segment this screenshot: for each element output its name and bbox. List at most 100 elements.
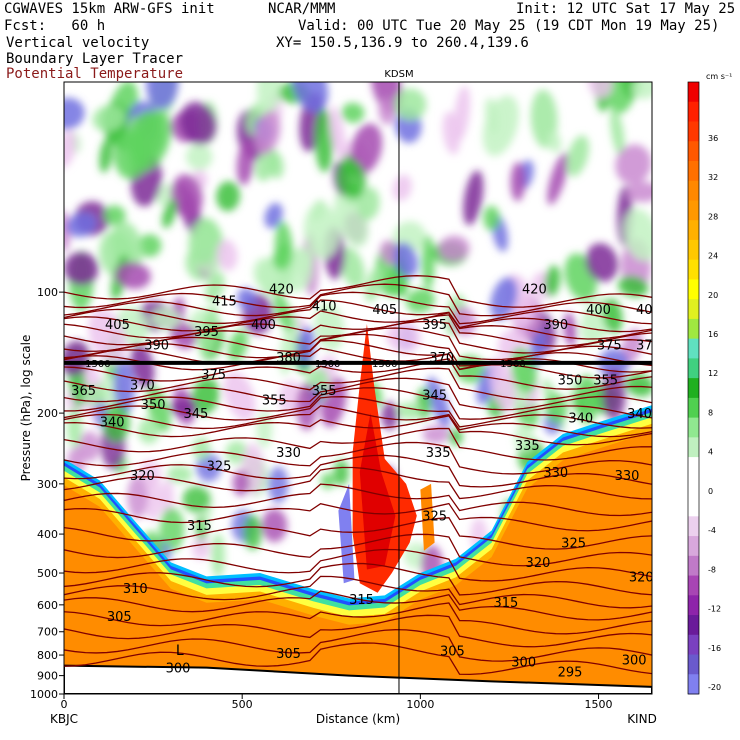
velocity-blob xyxy=(615,144,652,185)
xy-coords: XY= 150.5,136.9 to 260.4,139.6 xyxy=(276,35,529,51)
theta-label: 295 xyxy=(558,666,583,681)
colorbar-label: 16 xyxy=(708,330,718,339)
velocity-blob xyxy=(273,244,293,271)
velocity-blob xyxy=(547,131,562,153)
theta-label: 325 xyxy=(422,510,447,525)
theta-line xyxy=(64,339,652,373)
velocity-blob xyxy=(339,247,365,289)
field-bl-tracer: Boundary Layer Tracer xyxy=(6,51,184,67)
theta-label: 375 xyxy=(201,368,226,383)
velocity-blob xyxy=(261,508,288,543)
colorbar-swatch xyxy=(688,615,699,636)
velocity-blob xyxy=(268,466,289,504)
y-tick-label: 400 xyxy=(37,528,58,541)
velocity-blob xyxy=(394,88,427,121)
velocity-blob xyxy=(336,159,367,199)
velocity-blob xyxy=(223,371,256,421)
velocity-blob xyxy=(66,212,97,238)
theta-line xyxy=(64,602,652,635)
velocity-blob xyxy=(320,472,335,490)
theta-label: 400 xyxy=(251,318,276,333)
velocity-blob xyxy=(623,208,652,262)
colorbar-swatch xyxy=(688,555,699,577)
theta-line xyxy=(64,533,652,567)
theta-label: 375 xyxy=(636,339,661,354)
velocity-blob xyxy=(228,329,248,363)
velocity-blob xyxy=(329,105,346,162)
colorbar-label: -4 xyxy=(708,526,716,535)
colorbar-swatch xyxy=(688,378,699,399)
velocity-blob xyxy=(279,314,300,375)
colorbar-swatch xyxy=(688,595,699,616)
mid-station-label: KDSM xyxy=(384,69,413,80)
colorbar-swatch xyxy=(688,299,699,320)
colorbar-label: -16 xyxy=(708,644,721,653)
theta-line xyxy=(64,377,652,411)
tropopause-label: 1500 xyxy=(85,359,110,370)
x-axis-label: Distance (km) xyxy=(316,712,400,726)
theta-label: 305 xyxy=(440,645,465,660)
theta-line xyxy=(64,275,652,308)
theta-line xyxy=(64,575,652,609)
theta-label: 380 xyxy=(276,351,301,366)
colorbar-swatch xyxy=(688,457,699,478)
theta-line xyxy=(64,310,652,340)
field-potential-temperature: Potential Temperature xyxy=(6,66,184,82)
valid-time: Valid: 00 UTC Tue 20 May 25 (19 CDT Mon … xyxy=(298,18,720,34)
field-vertical-velocity: Vertical velocity xyxy=(6,35,150,51)
velocity-blob xyxy=(99,138,113,173)
colorbar-swatch xyxy=(688,575,699,596)
theta-label: 305 xyxy=(107,610,132,625)
terrain xyxy=(64,664,652,694)
velocity-blob xyxy=(64,130,77,169)
theta-label: 355 xyxy=(312,384,337,399)
colorbar-units: cm s⁻¹ xyxy=(706,72,732,81)
velocity-blob xyxy=(254,110,281,155)
y-tick-label: 500 xyxy=(37,567,58,580)
colorbar-swatch xyxy=(688,496,699,517)
velocity-blob xyxy=(127,475,148,519)
theta-label: 340 xyxy=(627,407,652,422)
theta-label: 305 xyxy=(276,647,301,662)
colorbar-swatch xyxy=(688,200,699,221)
velocity-blob xyxy=(547,152,569,205)
theta-label: 340 xyxy=(100,416,125,431)
velocity-blob xyxy=(393,242,419,278)
x-tick-label: 0 xyxy=(61,698,68,711)
velocity-blob xyxy=(102,403,130,442)
theta-label: 315 xyxy=(187,519,212,534)
velocity-blob xyxy=(357,187,380,220)
x-tick-label: 1000 xyxy=(406,698,434,711)
left-station-label: KBJC xyxy=(50,712,78,726)
theta-label: 355 xyxy=(593,374,618,389)
y-axis-label: Pressure (hPa), log scale xyxy=(19,335,33,482)
theta-label: 300 xyxy=(511,655,536,670)
theta-line xyxy=(64,396,652,429)
y-tick-label: 700 xyxy=(37,626,58,639)
velocity-blob xyxy=(162,199,177,229)
theta-line xyxy=(64,548,652,582)
y-tick-label: 1000 xyxy=(30,688,58,701)
colorbar-label: -20 xyxy=(708,683,721,692)
theta-label: 320 xyxy=(130,469,155,484)
velocity-blob xyxy=(489,357,516,413)
theta-line xyxy=(64,283,652,317)
velocity-blob xyxy=(192,437,211,460)
velocity-blob xyxy=(333,459,349,486)
theta-label: 300 xyxy=(622,653,647,668)
theta-line xyxy=(64,441,652,475)
colorbar-swatch xyxy=(688,101,699,122)
velocity-blob xyxy=(150,307,181,330)
theta-line xyxy=(64,629,652,662)
velocity-blob xyxy=(236,139,255,186)
velocity-blob xyxy=(378,98,395,125)
low-label: L xyxy=(176,643,184,659)
theta-line xyxy=(64,333,652,367)
org-label: NCAR/MMM xyxy=(268,1,336,17)
tropopause-label: 1500 xyxy=(500,359,525,370)
theta-label: 400 xyxy=(636,303,661,318)
right-station-label: KIND xyxy=(627,712,657,726)
theta-line xyxy=(64,327,652,361)
theta-line xyxy=(64,405,652,438)
velocity-blob xyxy=(626,182,652,203)
